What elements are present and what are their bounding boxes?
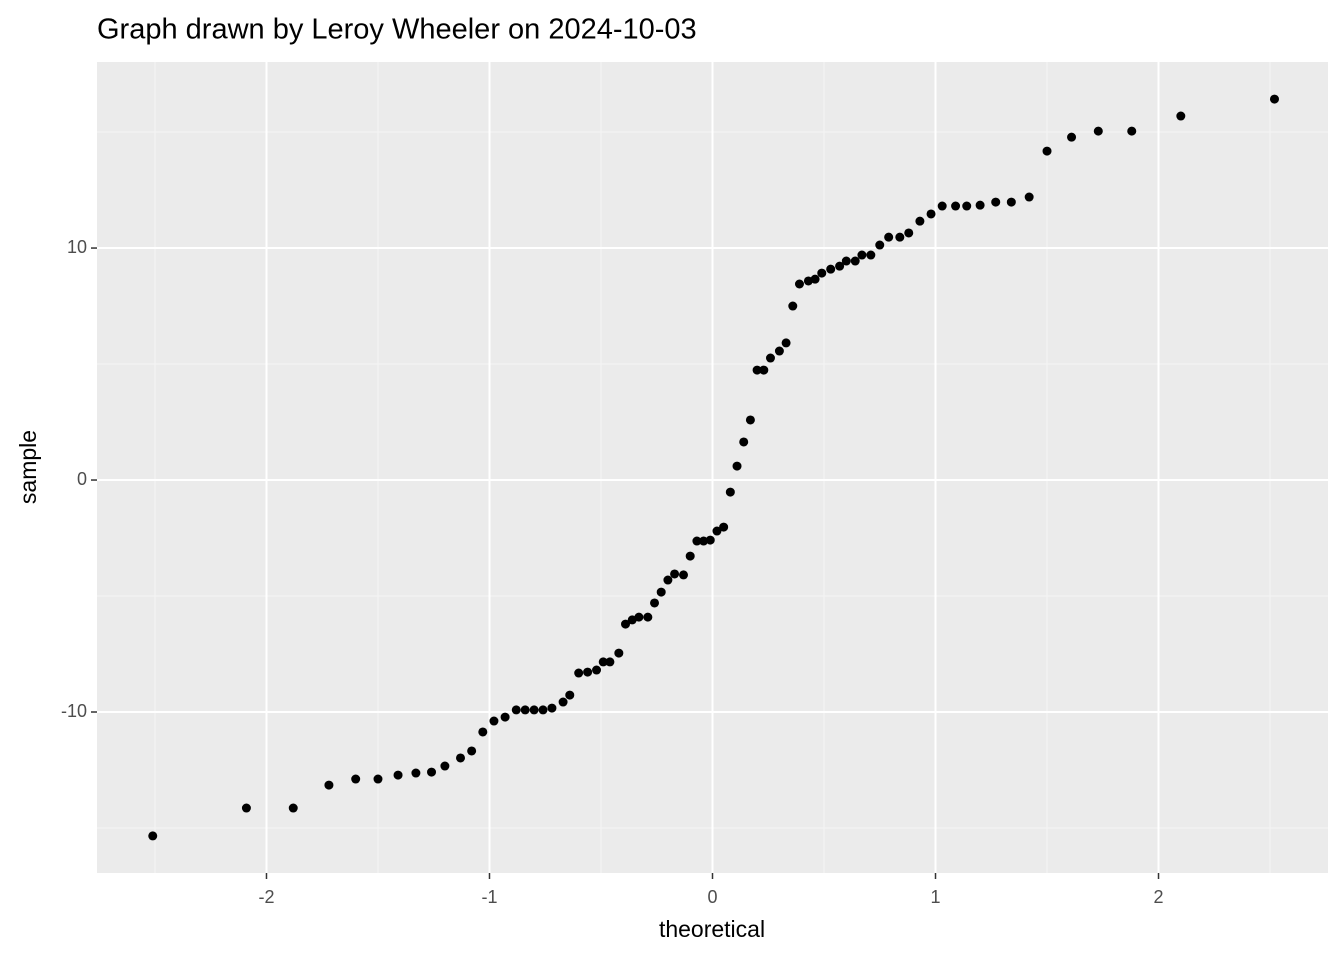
point bbox=[719, 522, 729, 532]
point bbox=[1093, 126, 1103, 136]
point bbox=[875, 240, 885, 250]
point bbox=[558, 697, 568, 707]
point bbox=[817, 268, 827, 278]
point bbox=[699, 536, 709, 546]
point bbox=[520, 705, 530, 715]
point bbox=[538, 705, 548, 715]
point bbox=[393, 770, 403, 780]
point bbox=[850, 256, 860, 266]
point bbox=[478, 727, 488, 737]
chart-title: Graph drawn by Leroy Wheeler on 2024-10-… bbox=[97, 14, 697, 46]
point bbox=[427, 767, 437, 777]
point bbox=[1269, 94, 1279, 104]
point bbox=[634, 612, 644, 622]
point bbox=[739, 437, 749, 447]
x-tick-label: 2 bbox=[1154, 887, 1164, 907]
point bbox=[467, 746, 477, 756]
point bbox=[489, 716, 499, 726]
point bbox=[884, 232, 894, 242]
point bbox=[895, 232, 905, 242]
point bbox=[991, 197, 1001, 207]
point bbox=[324, 780, 334, 790]
point bbox=[1024, 192, 1034, 202]
point bbox=[1176, 111, 1186, 121]
point bbox=[962, 201, 972, 211]
point bbox=[794, 279, 804, 289]
point bbox=[774, 346, 784, 356]
point bbox=[926, 209, 936, 219]
x-tick-label: -1 bbox=[481, 887, 497, 907]
point bbox=[679, 570, 689, 580]
point bbox=[857, 250, 867, 260]
point bbox=[835, 261, 845, 271]
point bbox=[288, 803, 298, 813]
point bbox=[241, 803, 251, 813]
y-tick-label: 10 bbox=[67, 237, 87, 257]
point bbox=[373, 774, 383, 784]
point bbox=[685, 551, 695, 561]
point bbox=[725, 487, 735, 497]
point bbox=[529, 705, 539, 715]
point bbox=[904, 228, 914, 238]
point bbox=[583, 667, 593, 677]
point bbox=[656, 587, 666, 597]
x-tick-label: 1 bbox=[930, 887, 940, 907]
point bbox=[650, 598, 660, 608]
point bbox=[1127, 126, 1137, 136]
point bbox=[1067, 132, 1077, 142]
point bbox=[440, 761, 450, 771]
point bbox=[547, 703, 557, 713]
point bbox=[841, 256, 851, 266]
point bbox=[614, 648, 624, 658]
y-axis-label: sample bbox=[15, 430, 41, 504]
point bbox=[752, 365, 762, 375]
point bbox=[951, 201, 961, 211]
point bbox=[975, 200, 985, 210]
point bbox=[705, 535, 715, 545]
point bbox=[456, 753, 466, 763]
point bbox=[351, 774, 361, 784]
point bbox=[781, 338, 791, 348]
y-tick-label: -10 bbox=[61, 701, 87, 721]
point bbox=[712, 526, 722, 536]
point bbox=[511, 705, 521, 715]
point bbox=[1006, 197, 1016, 207]
point bbox=[148, 831, 158, 841]
point bbox=[643, 612, 653, 622]
point bbox=[759, 365, 769, 375]
point bbox=[765, 353, 775, 363]
x-tick-label: -2 bbox=[258, 887, 274, 907]
point bbox=[592, 665, 602, 675]
point bbox=[788, 301, 798, 311]
point bbox=[732, 461, 742, 471]
point bbox=[810, 274, 820, 284]
point bbox=[745, 415, 755, 425]
point bbox=[866, 250, 876, 260]
y-tick-label: 0 bbox=[77, 469, 87, 489]
point bbox=[565, 690, 575, 700]
point bbox=[598, 657, 608, 667]
point bbox=[411, 768, 421, 778]
point bbox=[826, 264, 836, 274]
point bbox=[663, 575, 673, 585]
point bbox=[937, 201, 947, 211]
point bbox=[574, 668, 584, 678]
point bbox=[605, 657, 615, 667]
point bbox=[621, 619, 631, 629]
point bbox=[1042, 146, 1052, 156]
point bbox=[670, 569, 680, 579]
point bbox=[500, 712, 510, 722]
point bbox=[915, 216, 925, 226]
x-axis-label: theoretical bbox=[659, 916, 765, 942]
x-tick-label: 0 bbox=[707, 887, 717, 907]
point bbox=[692, 536, 702, 546]
